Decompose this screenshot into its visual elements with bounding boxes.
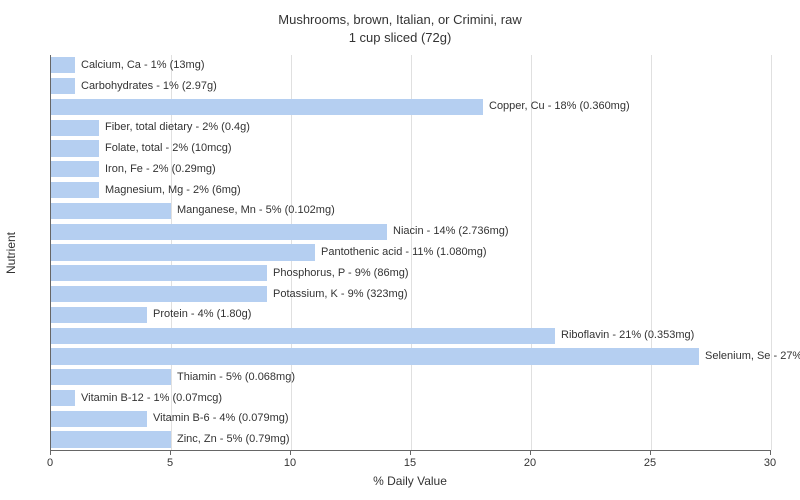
nutrient-bar-label: Potassium, K - 9% (323mg) [273, 288, 408, 300]
plot-area: Calcium, Ca - 1% (13mg) Carbohydrates - 1… [50, 55, 771, 451]
y-axis-label: Nutrient [4, 231, 18, 273]
nutrient-bar-label: Manganese, Mn - 5% (0.102mg) [177, 204, 335, 216]
nutrient-bar [51, 390, 75, 406]
nutrient-bar-label: Iron, Fe - 2% (0.29mg) [105, 163, 216, 175]
nutrient-bar [51, 286, 267, 302]
nutrient-bar [51, 182, 99, 198]
nutrient-bar-label: Selenium, Se - 27% (18.7mcg) [705, 350, 800, 362]
x-tick [770, 450, 771, 455]
nutrient-bar-label: Riboflavin - 21% (0.353mg) [561, 329, 694, 341]
x-tick-label: 0 [47, 457, 53, 469]
nutrient-bar [51, 411, 147, 427]
nutrient-bar [51, 369, 171, 385]
x-gridline [771, 55, 772, 450]
nutrient-bar-label: Pantothenic acid - 11% (1.080mg) [321, 246, 487, 258]
nutrient-bar [51, 57, 75, 73]
nutrient-bar-label: Vitamin B-12 - 1% (0.07mcg) [81, 392, 222, 404]
nutrient-bar-label: Protein - 4% (1.80g) [153, 308, 251, 320]
nutrient-bar-label: Phosphorus, P - 9% (86mg) [273, 267, 409, 279]
x-tick-label: 15 [404, 457, 416, 469]
chart-title-line2: 1 cup sliced (72g) [0, 30, 800, 45]
x-axis-label: % Daily Value [373, 474, 447, 488]
nutrient-bar-label: Fiber, total dietary - 2% (0.4g) [105, 121, 250, 133]
nutrient-bar [51, 78, 75, 94]
nutrient-bar [51, 99, 483, 115]
x-tick-label: 25 [644, 457, 656, 469]
x-gridline [531, 55, 532, 450]
x-tick-label: 20 [524, 457, 536, 469]
x-tick [650, 450, 651, 455]
nutrient-bar [51, 265, 267, 281]
nutrient-bar [51, 161, 99, 177]
x-tick [50, 450, 51, 455]
x-gridline [651, 55, 652, 450]
nutrient-bar-label: Carbohydrates - 1% (2.97g) [81, 80, 217, 92]
nutrient-chart: Mushrooms, brown, Italian, or Crimini, r… [0, 0, 800, 500]
nutrient-bar-label: Magnesium, Mg - 2% (6mg) [105, 184, 241, 196]
x-tick [410, 450, 411, 455]
nutrient-bar [51, 348, 699, 364]
nutrient-bar [51, 431, 171, 447]
x-tick-label: 5 [167, 457, 173, 469]
nutrient-bar [51, 203, 171, 219]
x-tick-label: 10 [284, 457, 296, 469]
nutrient-bar-label: Calcium, Ca - 1% (13mg) [81, 59, 204, 71]
nutrient-bar-label: Zinc, Zn - 5% (0.79mg) [177, 433, 289, 445]
x-tick-label: 30 [764, 457, 776, 469]
nutrient-bar-label: Folate, total - 2% (10mcg) [105, 142, 232, 154]
nutrient-bar-label: Copper, Cu - 18% (0.360mg) [489, 100, 630, 112]
nutrient-bar [51, 328, 555, 344]
nutrient-bar [51, 140, 99, 156]
nutrient-bar-label: Vitamin B-6 - 4% (0.079mg) [153, 412, 289, 424]
nutrient-bar-label: Thiamin - 5% (0.068mg) [177, 371, 295, 383]
nutrient-bar [51, 244, 315, 260]
chart-title-line1: Mushrooms, brown, Italian, or Crimini, r… [0, 12, 800, 27]
nutrient-bar-label: Niacin - 14% (2.736mg) [393, 225, 509, 237]
x-tick [530, 450, 531, 455]
nutrient-bar [51, 120, 99, 136]
nutrient-bar [51, 224, 387, 240]
nutrient-bar [51, 307, 147, 323]
x-tick [170, 450, 171, 455]
x-tick [290, 450, 291, 455]
